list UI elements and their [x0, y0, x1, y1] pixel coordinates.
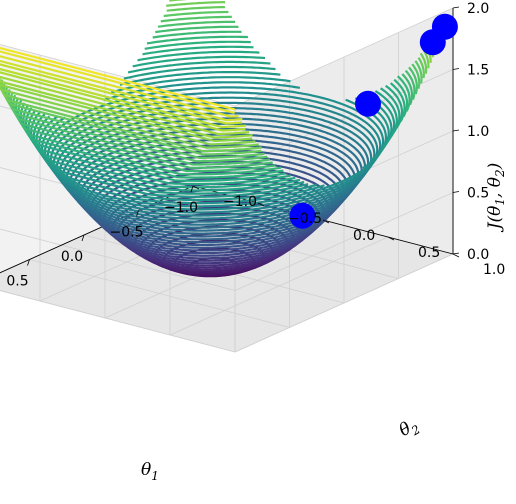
tick-mark	[190, 185, 194, 193]
contour-line	[422, 49, 430, 69]
grid-line	[169, 236, 389, 336]
tick-mark	[387, 236, 395, 241]
tick-labels: −1.0−0.50.00.51.0−1.0−0.50.00.51.00.00.5…	[6, 1, 505, 290]
contour-line	[157, 20, 236, 28]
contour-line	[38, 115, 318, 202]
contour-line	[142, 45, 254, 56]
tick-mark	[452, 129, 460, 132]
contour-line	[146, 35, 248, 45]
tick-mark	[452, 252, 460, 255]
contour-line	[0, 55, 239, 118]
z-tick-label: 1.0	[467, 124, 489, 140]
contour-line	[0, 76, 259, 149]
contour-line	[123, 65, 276, 80]
contour-line	[137, 50, 260, 62]
contour-line	[0, 84, 256, 146]
tick-mark	[136, 210, 139, 217]
z-tick-label: 2.0	[467, 1, 489, 17]
contour-line	[5, 86, 265, 160]
contour-line	[144, 40, 251, 50]
z-tick-label: 1.5	[467, 63, 489, 79]
contour-line	[0, 67, 246, 129]
x-tick-label: −0.5	[110, 225, 144, 241]
tick-mark	[452, 191, 460, 193]
contour-line	[163, 10, 229, 18]
contour-line	[0, 83, 253, 143]
contour-line	[103, 81, 301, 102]
contour-line	[152, 30, 242, 39]
contour-line	[132, 55, 266, 68]
grid-line	[0, 290, 236, 353]
x-tick-label: −1.0	[164, 200, 198, 216]
contour-line	[0, 59, 243, 122]
contour-line	[160, 15, 232, 23]
descent-point	[355, 90, 381, 117]
contour-line	[0, 63, 243, 125]
y-tick-label: 0.0	[353, 228, 375, 244]
contour-line	[0, 50, 235, 114]
contour-line	[110, 76, 291, 94]
contour-line	[417, 57, 426, 78]
descent-point	[419, 29, 446, 56]
contour-line	[17, 99, 282, 176]
grid-line	[0, 228, 236, 291]
grid-line	[234, 192, 454, 291]
contour-line	[401, 73, 414, 106]
tick-mark	[452, 253, 460, 258]
contour-line	[46, 91, 382, 211]
contour-line	[68, 128, 360, 232]
contour-line	[408, 66, 418, 95]
contour-line	[49, 96, 379, 214]
tick-mark	[192, 185, 200, 190]
tick-mark	[27, 259, 30, 266]
contour-line	[169, 0, 188, 2]
grid-line	[234, 253, 454, 353]
x-axis-label: θ1	[141, 460, 159, 483]
contour-line	[0, 75, 250, 136]
contour-line	[396, 75, 411, 112]
contour-line	[404, 69, 416, 100]
z-tick-label: 0.0	[467, 247, 489, 263]
y-tick-label: −0.5	[288, 211, 322, 227]
contour-line	[411, 63, 421, 89]
contour-line	[61, 117, 367, 226]
tick-marks	[27, 6, 460, 266]
y-tick-label: 1.0	[483, 262, 505, 278]
contour-line	[0, 46, 236, 111]
contour-line	[166, 6, 225, 12]
y-tick-label: −1.0	[223, 194, 257, 210]
contour-line	[127, 60, 271, 74]
contour-line	[43, 86, 385, 208]
contour-line	[414, 60, 423, 84]
tick-mark	[257, 202, 265, 207]
tick-mark	[452, 6, 460, 9]
tick-mark	[452, 68, 460, 70]
contour-line	[7, 89, 268, 163]
x-tick-label: 0.5	[6, 274, 28, 290]
gradient-descent-points	[289, 13, 458, 229]
contour-line	[0, 71, 246, 132]
z-tick-label: 0.5	[467, 186, 489, 202]
x-tick-label: 0.0	[61, 249, 83, 265]
contour-line	[0, 79, 262, 153]
y-axis-label: θ2	[396, 415, 423, 444]
contour-line	[119, 71, 281, 86]
tick-mark	[322, 219, 330, 224]
y-tick-label: 0.5	[418, 245, 440, 261]
contour-line	[65, 122, 363, 229]
tick-mark	[81, 234, 85, 242]
contour-line	[419, 52, 428, 74]
z-axis-label: J(θ1, θ2)	[485, 163, 507, 233]
contour-line	[166, 1, 226, 7]
contour-line	[155, 25, 239, 34]
contour-line	[0, 80, 253, 139]
contour-line	[24, 107, 291, 186]
descent-point	[289, 202, 316, 229]
contour-line	[32, 113, 305, 195]
